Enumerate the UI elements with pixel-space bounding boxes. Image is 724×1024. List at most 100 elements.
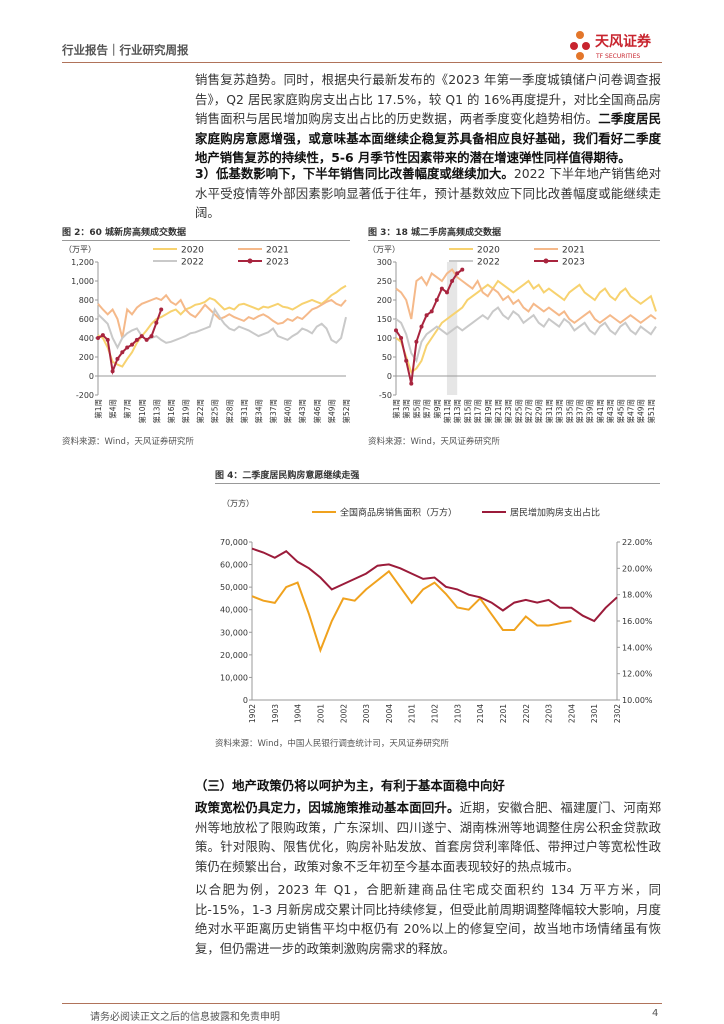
x-tick-label: 第17周 xyxy=(473,399,483,424)
source: 资料来源：Wind，天风证券研究所 xyxy=(62,437,194,447)
y-tick-label: 150 xyxy=(377,315,392,324)
y2-tick-label: 12.00% xyxy=(622,670,653,679)
bold-text: 3）低基数影响下，下半年销售同比改善幅度或继续加大。 xyxy=(195,166,514,181)
y-tick-label: 250 xyxy=(377,277,392,286)
disclaimer: 请务必阅读正文之后的信息披露和免责申明 xyxy=(90,1012,280,1023)
point xyxy=(139,334,144,339)
x-tick-label: 第22周 xyxy=(195,399,205,424)
point xyxy=(130,342,135,347)
y-tick-label: 40,000 xyxy=(220,606,248,615)
legend-label: 2022 xyxy=(477,258,500,268)
y-tick-label: 200 xyxy=(377,296,392,305)
y-tick-label: 50 xyxy=(382,353,392,362)
legend-label: 2021 xyxy=(266,246,289,256)
legend-label: 居民增加购房支出占比 xyxy=(510,507,600,519)
series-line xyxy=(395,268,657,325)
x-tick-label: 第19周 xyxy=(181,399,191,424)
y2-tick-label: 20.00% xyxy=(622,564,653,573)
brand-en: TF SECURITIES xyxy=(595,53,640,60)
series-line xyxy=(395,279,657,374)
x-tick-label: 第45周 xyxy=(615,399,625,424)
point xyxy=(424,313,429,318)
x-tick-label: 第11周 xyxy=(442,399,452,424)
point xyxy=(110,369,115,374)
x-tick-label: 第19周 xyxy=(483,399,493,424)
source: 资料来源：Wind，中国人民银行调查统计司，天风证券研究所 xyxy=(215,739,449,749)
x-tick-label: 第25周 xyxy=(210,399,220,424)
y-tick-label: 30,000 xyxy=(220,628,248,637)
series-line xyxy=(251,547,618,623)
x-tick-label: 第3周 xyxy=(401,399,411,419)
x-tick-label: 2104 xyxy=(476,704,485,723)
text: 2022 下半年地产销售绝对水平受疫情等外部因素影响显著低于往年，预计基数效应下… xyxy=(195,166,661,220)
legend-label: 2023 xyxy=(562,258,585,268)
y-tick-label: 400 xyxy=(79,334,94,343)
x-tick-label: 第7周 xyxy=(122,399,132,419)
point xyxy=(434,298,439,302)
x-tick-label: 第40周 xyxy=(283,399,293,424)
x-tick-label: 2302 xyxy=(613,704,622,723)
x-tick-label: 2201 xyxy=(499,704,508,723)
y-tick-label: 100 xyxy=(377,334,392,343)
x-tick-label: 1902 xyxy=(248,704,257,723)
point xyxy=(125,345,130,350)
point xyxy=(414,339,419,344)
x-tick-label: 2002 xyxy=(339,704,348,723)
series-line xyxy=(395,268,463,384)
chart: （万平） -50 0 50 100 150 200 250 300 第1周 第3周 第5周 第7周 第9周… xyxy=(368,245,657,424)
legend-label: 2021 xyxy=(562,246,585,256)
x-tick-label: 2301 xyxy=(590,704,599,723)
point xyxy=(419,324,424,329)
series-line xyxy=(251,569,572,654)
x-tick-label: 第27周 xyxy=(524,399,534,424)
x-tick-label: 第9周 xyxy=(432,399,442,419)
x-tick-label: 第4周 xyxy=(108,399,118,419)
point xyxy=(439,286,444,291)
x-tick-label: 第35周 xyxy=(564,399,574,424)
x-tick-label: 2203 xyxy=(545,704,554,723)
point xyxy=(134,337,139,342)
legend-marker xyxy=(247,258,253,264)
x-tick-label: 第49周 xyxy=(636,399,646,424)
x-tick-label: 2202 xyxy=(522,704,531,723)
x-tick-label: 1903 xyxy=(271,704,280,723)
x-tick-label: 2004 xyxy=(385,704,394,723)
point xyxy=(105,337,110,342)
y-tick-label: 600 xyxy=(79,315,94,324)
x-tick-label: 1904 xyxy=(294,704,303,723)
figure-title: 图 3：18 城二手房高频成交数据 xyxy=(368,225,660,241)
x-tick-label: 第31周 xyxy=(544,399,554,424)
x-tick-label: 2003 xyxy=(362,704,371,723)
x-tick-label: 第1周 xyxy=(93,399,103,419)
x-tick-label: 第13周 xyxy=(151,399,161,424)
point xyxy=(429,309,434,314)
text: 近期，安徽合肥、福建厦门、河南郑州等地放松了限购政策，广东深圳、四川遂宁、湖南株… xyxy=(195,800,662,874)
axis-unit: （万平） xyxy=(368,245,400,254)
point xyxy=(460,267,465,272)
point xyxy=(120,350,125,355)
x-tick-label: 第10周 xyxy=(137,399,147,424)
bold-text: 政策宽松仍具定力，因城施策推动基本面回升。 xyxy=(195,800,460,815)
y2-tick-label: 16.00% xyxy=(622,617,653,626)
point xyxy=(399,336,404,340)
x-tick-label: 第7周 xyxy=(422,399,432,419)
y2-tick-label: 22.00% xyxy=(622,538,653,547)
y-tick-label: 1,000 xyxy=(71,277,94,286)
footer-rule xyxy=(62,1003,662,1004)
brand: 天风证券 xyxy=(595,33,652,50)
point xyxy=(450,279,455,283)
x-tick-label: 第13周 xyxy=(452,399,462,424)
x-tick-label: 第49周 xyxy=(326,399,336,424)
y-tick-label: 0 xyxy=(89,372,94,381)
y-tick-label: 60,000 xyxy=(220,561,248,570)
y-tick-label: 50,000 xyxy=(220,583,248,592)
point xyxy=(444,290,449,295)
point xyxy=(96,336,100,340)
point xyxy=(144,337,149,342)
highlight-band xyxy=(446,262,458,395)
x-tick-label: 第43周 xyxy=(297,399,307,424)
point xyxy=(409,381,414,386)
legend-label: 2020 xyxy=(477,246,500,256)
series-line xyxy=(97,284,347,368)
x-tick-label: 第37周 xyxy=(268,399,278,424)
